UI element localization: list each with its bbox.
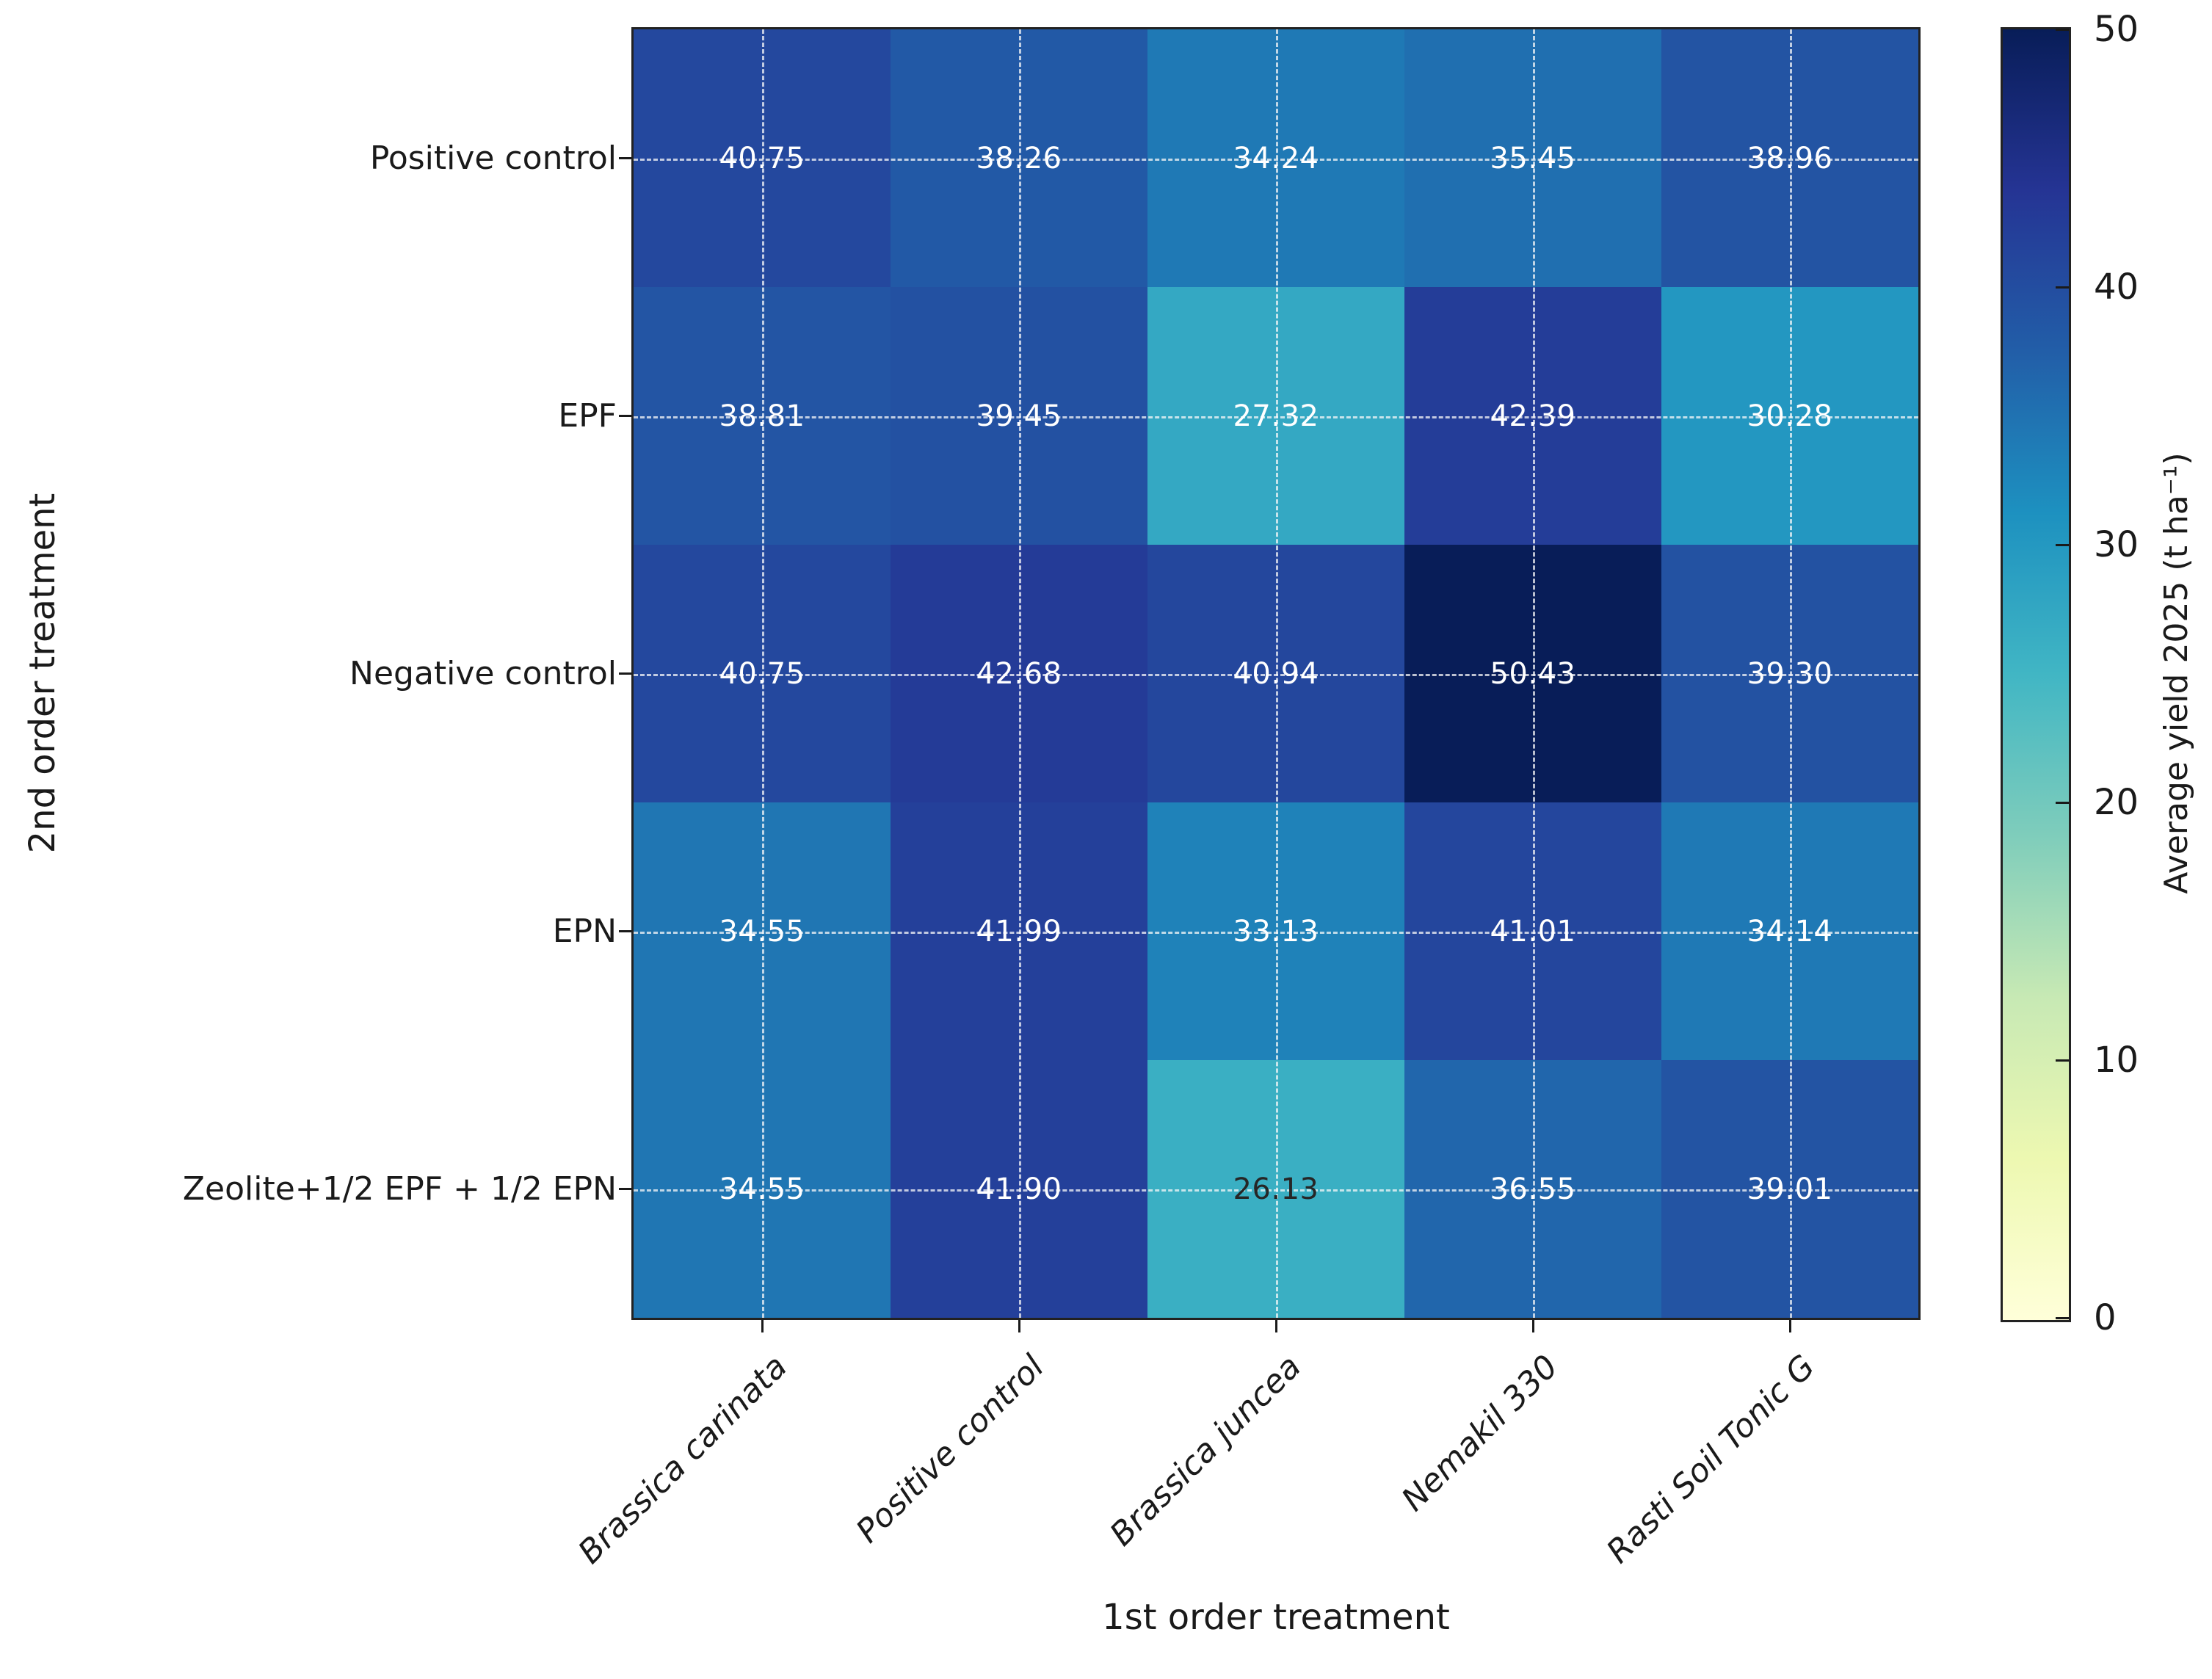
cell-value: 39.30 bbox=[1747, 656, 1833, 691]
cell-value: 35.45 bbox=[1490, 141, 1576, 175]
colorbar-tick-label: 30 bbox=[2094, 524, 2139, 565]
cell-value: 39.01 bbox=[1747, 1172, 1833, 1206]
y-tick-label: EPF bbox=[558, 396, 617, 435]
cell-value: 41.90 bbox=[976, 1172, 1062, 1206]
colorbar-tick-mark bbox=[2056, 286, 2069, 289]
y-tick-mark bbox=[619, 157, 631, 159]
x-tick-mark bbox=[1274, 1320, 1277, 1332]
x-tick-mark bbox=[761, 1320, 764, 1332]
colorbar-tick-label: 20 bbox=[2094, 782, 2139, 823]
cell-value: 26.13 bbox=[1233, 1172, 1319, 1206]
heatmap-axes: 40.75 38.26 34.24 35.45 38.96 38.81 39.45 27.32… bbox=[631, 27, 1921, 1320]
y-tick-label: EPN bbox=[552, 912, 617, 950]
colorbar-tick-label: 40 bbox=[2094, 266, 2139, 308]
colorbar-tick-mark bbox=[2056, 28, 2069, 31]
cell-value: 34.24 bbox=[1233, 141, 1319, 175]
cell-value: 34.55 bbox=[719, 1172, 805, 1206]
colorbar-tick-mark bbox=[2056, 801, 2069, 804]
cell-value: 34.14 bbox=[1747, 914, 1833, 949]
cell-value: 40.75 bbox=[719, 141, 805, 175]
y-tick-mark bbox=[619, 1188, 631, 1190]
gridline-horizontal bbox=[634, 931, 1918, 934]
cell-value: 27.32 bbox=[1233, 399, 1319, 433]
colorbar-tick-label: 50 bbox=[2094, 9, 2139, 50]
gridline-horizontal bbox=[634, 1189, 1918, 1192]
x-tick-mark bbox=[1788, 1320, 1791, 1332]
colorbar bbox=[2001, 27, 2071, 1322]
x-axis-title: 1st order treatment bbox=[1102, 1597, 1450, 1638]
colorbar-tick-mark bbox=[2056, 1059, 2069, 1062]
x-tick-mark bbox=[1531, 1320, 1534, 1332]
colorbar-tick-label: 10 bbox=[2094, 1040, 2139, 1081]
colorbar-tick-mark bbox=[2056, 543, 2069, 546]
y-tick-mark bbox=[619, 415, 631, 417]
cell-value: 38.26 bbox=[976, 141, 1062, 175]
cell-value: 40.94 bbox=[1233, 656, 1319, 691]
cell-value: 38.96 bbox=[1747, 141, 1833, 175]
cell-value: 39.45 bbox=[976, 399, 1062, 433]
cell-value: 50.43 bbox=[1490, 656, 1576, 691]
y-tick-label: Negative control bbox=[349, 654, 617, 692]
cell-value: 30.28 bbox=[1747, 399, 1833, 433]
cell-value: 42.68 bbox=[976, 656, 1062, 691]
colorbar-label: Average yield 2025 (t ha⁻¹) bbox=[2158, 452, 2195, 894]
cell-value: 38.81 bbox=[719, 399, 805, 433]
cell-value: 33.13 bbox=[1233, 914, 1319, 949]
y-tick-label: Positive control bbox=[369, 139, 617, 177]
cell-value: 40.75 bbox=[719, 656, 805, 691]
colorbar-tick-mark bbox=[2056, 1316, 2069, 1319]
y-tick-mark bbox=[619, 930, 631, 932]
gridline-horizontal bbox=[634, 673, 1918, 676]
gridline-horizontal bbox=[634, 158, 1918, 161]
y-tick-mark bbox=[619, 672, 631, 675]
x-tick-mark bbox=[1018, 1320, 1020, 1332]
y-tick-label: Zeolite+1/2 EPF + 1/2 EPN bbox=[182, 1170, 617, 1208]
colorbar-gradient bbox=[2003, 29, 2069, 1320]
cell-value: 36.55 bbox=[1490, 1172, 1576, 1206]
cell-value: 41.99 bbox=[976, 914, 1062, 949]
cell-value: 42.39 bbox=[1490, 399, 1576, 433]
cell-value: 34.55 bbox=[719, 914, 805, 949]
gridline-horizontal bbox=[634, 416, 1918, 418]
colorbar-tick-label: 0 bbox=[2094, 1297, 2117, 1338]
cell-value: 41.01 bbox=[1490, 914, 1576, 949]
